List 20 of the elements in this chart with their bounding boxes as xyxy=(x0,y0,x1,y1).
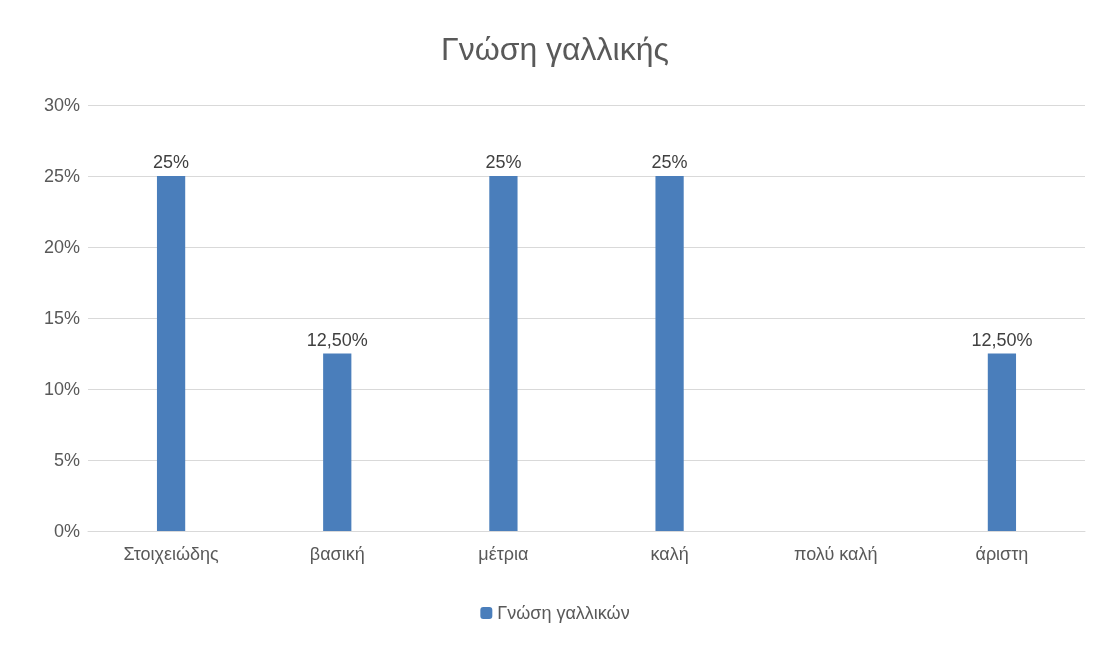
x-tick-label: μέτρια xyxy=(478,544,529,564)
y-tick-label: 25% xyxy=(43,166,80,186)
data-label: 12,50% xyxy=(306,329,368,350)
y-tick-label: 30% xyxy=(43,95,80,115)
x-tick-label: πολύ καλή xyxy=(794,544,878,564)
y-tick-label: 10% xyxy=(43,379,80,399)
y-tick-label: 5% xyxy=(53,450,80,470)
y-tick-label: 0% xyxy=(53,521,80,541)
chart-title: Γνώση γαλλικής xyxy=(441,31,669,67)
x-tick-label: Στοιχειώδης xyxy=(123,544,220,564)
y-tick-label: 15% xyxy=(43,308,80,328)
data-label: 12,50% xyxy=(971,329,1033,350)
legend-label: Γνώση γαλλικών xyxy=(497,603,630,623)
y-tick-label: 20% xyxy=(43,237,80,257)
data-label: 25% xyxy=(153,152,190,172)
data-label: 25% xyxy=(485,152,522,172)
x-tick-label: καλή xyxy=(650,544,689,564)
x-tick-label: άριστη xyxy=(975,544,1029,564)
x-tick-label: βασική xyxy=(309,544,365,564)
data-label: 25% xyxy=(651,152,688,172)
